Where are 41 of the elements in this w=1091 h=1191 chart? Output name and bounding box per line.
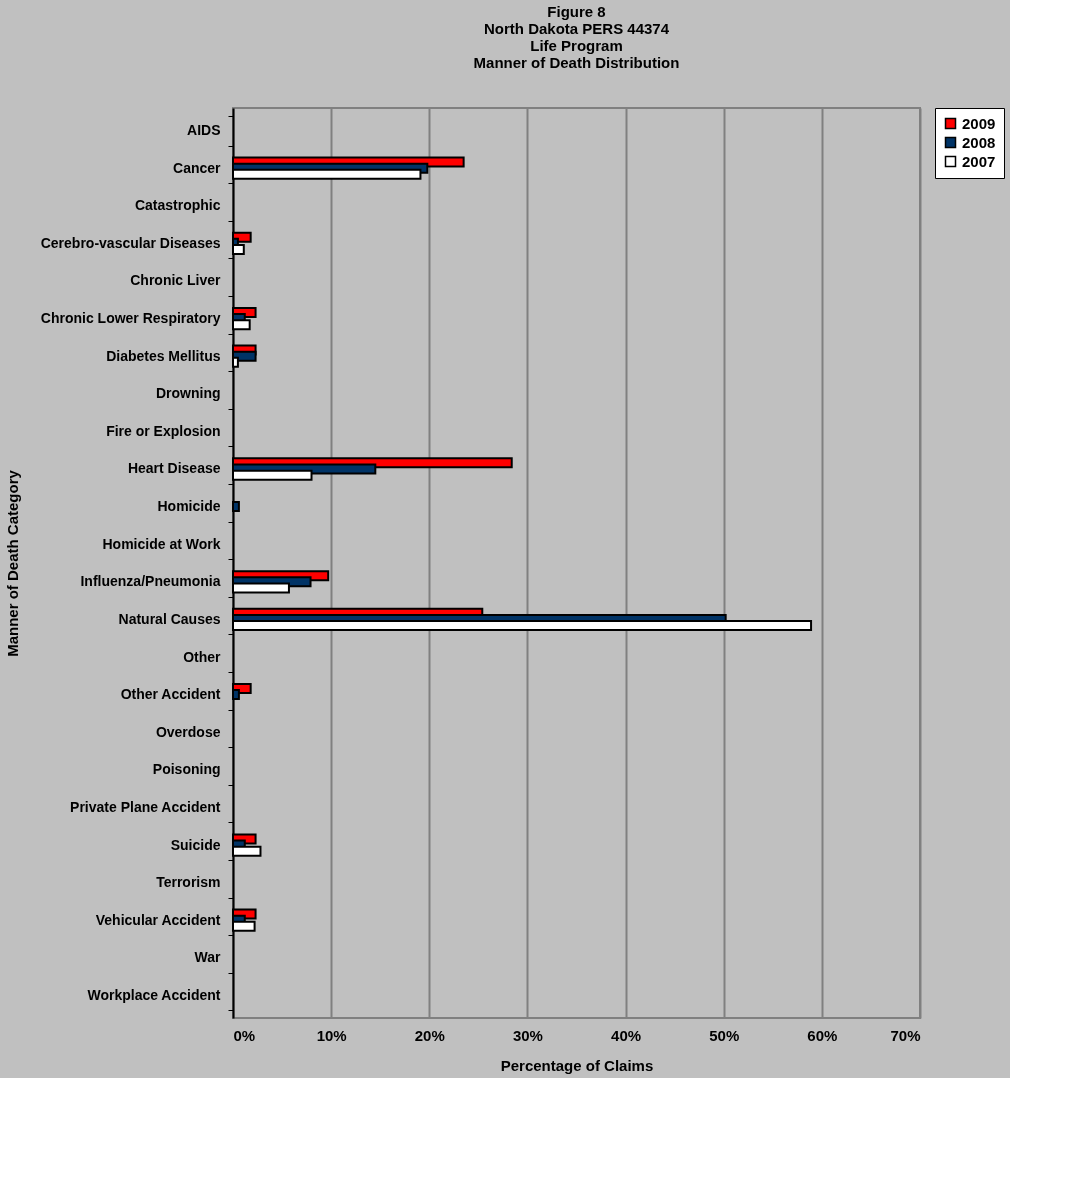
y-tick-label: Overdose [155,723,221,740]
x-tick-label: 60% [807,1026,838,1044]
x-tick-label: 20% [414,1026,445,1044]
x-tick-label: 40% [611,1026,642,1044]
legend-label: 2008 [962,133,996,151]
text: Figure 8 [547,3,606,20]
y-tick-label: Fire or Explosion [106,422,221,439]
y-tick-label: AIDS [187,122,221,139]
y-tick-label: Catastrophic [134,197,221,214]
y-tick-label: Chronic Lower Respiratory [40,310,221,327]
y-tick-label: Drowning [155,385,221,402]
x-tick-label: 50% [709,1026,740,1044]
y-tick-label: Other Accident [120,686,221,703]
y-tick-label: Workplace Accident [87,986,221,1003]
legend-label: 2007 [962,152,996,170]
y-tick-label: Poisoning [152,761,221,778]
y-tick-label: Private Plane Accident [70,798,221,815]
y-tick-label: Homicide at Work [102,535,221,552]
y-tick-label: Terrorism [156,874,221,891]
y-tick-label: Influenza/Pneumonia [80,573,221,590]
y-tick-label: Heart Disease [127,460,221,477]
y-tick-label: Suicide [170,836,221,853]
y-tick-label: Cancer [173,159,222,176]
y-tick-label: Other [183,648,222,665]
legend-label: 2009 [962,114,996,132]
x-axis-title: Percentage of Claims [500,1056,654,1074]
x-tick-label: 0% [233,1026,256,1044]
y-axis-title: Manner of Death Category [3,469,21,657]
text: Life Program [530,37,623,54]
y-tick-label: Cerebro-vascular Diseases [40,234,221,251]
text: North Dakota PERS 44374 [483,20,670,37]
y-tick-label: War [194,949,222,966]
x-tick-label: 30% [512,1026,543,1044]
y-tick-label: Homicide [157,498,221,515]
x-tick-label: 10% [316,1026,347,1044]
y-tick-label: Vehicular Accident [95,911,221,928]
x-tick-label: 70% [890,1026,921,1044]
text: Manner of Death Distribution [473,54,680,71]
y-tick-label: Diabetes Mellitus [106,347,221,364]
y-tick-label: Natural Causes [118,610,221,627]
y-tick-label: Chronic Liver [130,272,222,289]
